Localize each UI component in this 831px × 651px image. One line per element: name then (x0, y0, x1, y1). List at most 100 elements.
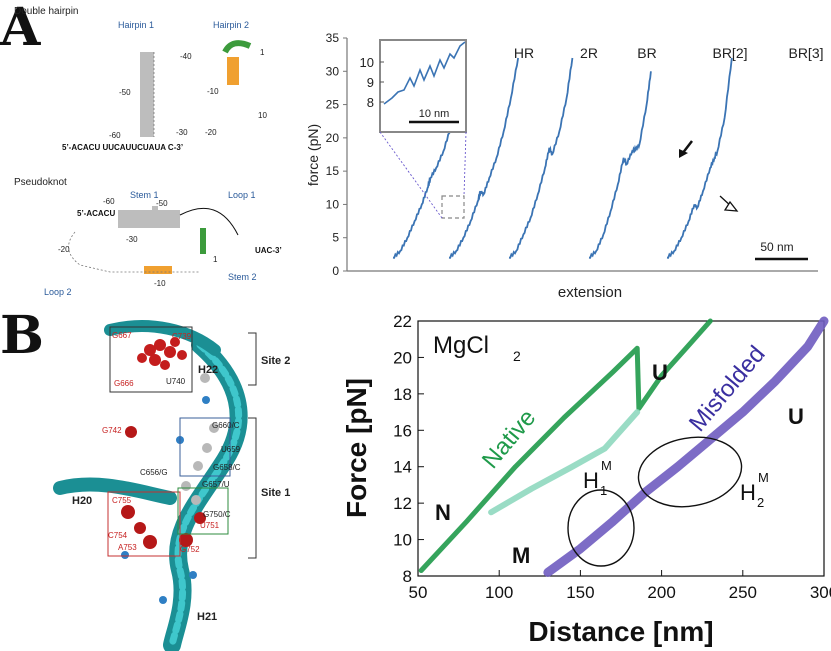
residue-label: G667 (112, 331, 132, 340)
zoom-guide-left (379, 131, 443, 219)
dh-num: 1 (260, 48, 265, 57)
y-axis-label: Force [pN] (341, 378, 372, 518)
y-tick-label: 30 (326, 64, 340, 78)
residue-label: U740 (166, 377, 186, 386)
site1-label: Site 1 (261, 487, 290, 499)
residue-label: C739 (172, 332, 192, 341)
h22-ribbon (104, 320, 221, 356)
x-tick-label: 300 (810, 583, 831, 602)
pk-num: -20 (58, 245, 70, 254)
pk-num: 1 (213, 255, 218, 264)
label-h2-sup: M (758, 470, 769, 485)
plot-frame (417, 320, 825, 577)
stem1-box (118, 210, 180, 228)
h22-label: H22 (198, 364, 218, 376)
condition-subscript: 2 (513, 348, 521, 364)
site2-box (109, 326, 193, 393)
dh-num: -20 (205, 128, 217, 137)
pk-num: -50 (156, 199, 168, 208)
arrow-open-head (723, 200, 739, 212)
series-label: BR[3] (788, 45, 823, 61)
x-tick-label: 150 (566, 583, 594, 602)
series-label: 2R (580, 45, 598, 61)
stem1-bulge (152, 206, 158, 212)
y-tick-label: 14 (393, 458, 412, 477)
y-tick-label: 12 (393, 494, 412, 513)
stem2-label: Stem 2 (228, 272, 257, 282)
pseudoknot-title: Pseudoknot (14, 177, 67, 188)
pk-num: -30 (126, 235, 138, 244)
series-group (418, 316, 829, 577)
loop2-label: Loop 2 (44, 287, 72, 297)
panel-letter-b: B (0, 305, 44, 366)
series-line-misfolded-2 (543, 316, 829, 577)
y-tick-label: 15 (326, 164, 340, 178)
loop2-orange (144, 266, 172, 274)
residue-label: C656/G (140, 468, 168, 477)
residue-label: G752 (180, 545, 200, 554)
dh-num: -10 (207, 87, 219, 96)
site1-red-atoms (121, 426, 206, 549)
label-h2: H (740, 480, 756, 505)
y-tick-label: 5 (332, 231, 339, 245)
dh-num: -50 (119, 88, 131, 97)
y-tick-label: 0 (332, 264, 339, 278)
pk-strand-end: UAC-3’ (255, 246, 282, 255)
x-axis-label: extension (558, 284, 622, 301)
series-label: BR[2] (712, 45, 747, 61)
hairpin1-stem (140, 52, 154, 137)
panel-letter-a: A (0, 0, 41, 58)
hairpin1-label: Hairpin 1 (118, 20, 154, 30)
series-label: BR (637, 45, 656, 61)
stem1-label: Stem 1 (130, 190, 159, 200)
residue-label: U751 (200, 521, 220, 530)
inset-trace (383, 41, 466, 105)
label-u-native: U (652, 360, 668, 385)
series-line-native-1 (488, 409, 641, 516)
y-tick-label: 16 (393, 421, 412, 440)
inset-scale-label: 10 nm (419, 108, 450, 120)
x-tick-label: 250 (729, 583, 757, 602)
hairpin2-orange-segment (227, 57, 239, 85)
residue-label: G666 (114, 379, 134, 388)
dh-num: -30 (176, 128, 188, 137)
h2-ellipse (637, 436, 743, 508)
series-label-native: Native (477, 404, 541, 473)
label-h1: H (583, 468, 599, 493)
site2-atoms (137, 337, 187, 370)
inset-y-tick-label: 10 (360, 55, 374, 70)
y-tick-label: 8 (403, 567, 412, 586)
residue-label: G660/C (212, 421, 240, 430)
zoom-guide-right (463, 131, 467, 197)
dh-num: 10 (258, 111, 267, 120)
site2-bracket (248, 332, 257, 386)
h1-ellipse (567, 489, 635, 567)
pk-num: -10 (154, 279, 166, 288)
y-axis (343, 37, 818, 272)
x-tick-label: 200 (647, 583, 675, 602)
double-hairpin-title: Double hairpin (14, 6, 79, 17)
condition-label: MgCl (433, 332, 489, 359)
pk-num: -60 (103, 197, 115, 206)
label-n: N (435, 500, 451, 525)
loop1-label: Loop 1 (228, 190, 256, 200)
h20-ribbon (53, 477, 177, 505)
pk-strand-start: 5’-ACACU (77, 209, 115, 218)
residue-label: A753 (118, 543, 137, 552)
y-tick-label: 35 (326, 31, 340, 45)
residue-label: G742 (102, 426, 122, 435)
y-tick-label: 10 (326, 197, 340, 211)
dh-num: -60 (109, 131, 121, 140)
series-line-br3 (666, 57, 733, 259)
site1-green-box (177, 487, 229, 535)
label-u-misfolded: U (788, 404, 804, 429)
residue-label: C755 (112, 496, 132, 505)
y-tick-label: 20 (393, 348, 412, 367)
label-m: M (512, 543, 530, 568)
x-tick-label: 50 (409, 583, 428, 602)
dh-num: -40 (180, 52, 192, 61)
